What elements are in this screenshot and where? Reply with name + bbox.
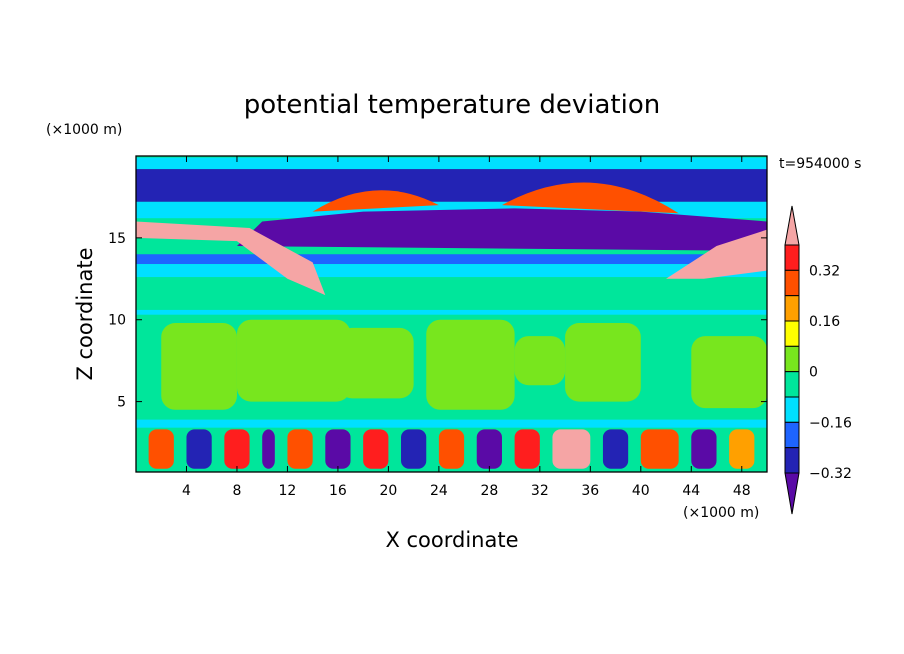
field-eddy-5 [325, 429, 351, 469]
colorbar-tick-label: 0.32 [809, 263, 840, 279]
field-eddy-3 [262, 429, 275, 469]
field-warm-arc-a [312, 190, 439, 212]
y-unit-label: (×1000 m) [46, 122, 122, 138]
colorbar-tick-label: 0 [809, 365, 818, 381]
field-band-8 [136, 419, 767, 428]
field-eddy-0 [148, 429, 174, 469]
field-patch-1 [236, 319, 351, 402]
x-tick-label: 28 [480, 483, 498, 499]
x-tick-label: 4 [182, 483, 191, 499]
x-tick-label: 16 [329, 483, 347, 499]
field-patch-4 [565, 323, 641, 402]
field-eddy-7 [401, 429, 427, 469]
field-patch-5 [691, 336, 767, 409]
colorbar-max-arrow [784, 205, 800, 246]
field-eddy-9 [476, 429, 502, 469]
field-patch-3 [426, 319, 515, 410]
field-band-6 [136, 309, 767, 315]
x-unit-label: (×1000 m) [683, 505, 759, 521]
x-tick-label: 40 [632, 483, 650, 499]
colorbar: 0.32 0.16 0 −0.16 −0.32 [784, 205, 852, 515]
colorbar-swatch [784, 269, 800, 297]
y-tick-label: 5 [117, 395, 126, 411]
x-tick-label: 36 [581, 483, 599, 499]
colorbar-swatch [784, 295, 800, 322]
field-warm-tongue-west [136, 221, 326, 296]
colorbar-min-arrow [784, 472, 800, 515]
colorbar-swatch [784, 320, 800, 347]
time-label: t=954000 s [779, 156, 861, 172]
y-axis: 5 10 15 [108, 231, 767, 411]
field-band-3 [136, 254, 767, 265]
field-band-1 [136, 169, 767, 202]
colorbar-swatch [784, 396, 800, 423]
field-eddy-8 [438, 429, 465, 469]
x-axis: 4 8 12 16 20 24 28 32 36 40 44 48 [182, 156, 751, 499]
x-tick-label: 20 [379, 483, 397, 499]
colorbar-tick-label: 0.16 [809, 314, 840, 330]
field-eddy-13 [640, 429, 679, 469]
field-eddy-4 [287, 429, 313, 469]
x-tick-label: 48 [733, 483, 751, 499]
potential-temperature-field [136, 156, 767, 472]
x-tick-label: 44 [682, 483, 700, 499]
x-tick-label: 12 [279, 483, 297, 499]
field-warm-tongue-east [666, 229, 767, 279]
field-band-0 [136, 157, 767, 170]
field-eddy-14 [691, 429, 717, 469]
field-eddy-10 [514, 429, 540, 469]
colorbar-swatch [784, 421, 800, 449]
chart-title: potential temperature deviation [244, 90, 660, 120]
y-axis-title: Z coordinate [73, 247, 97, 380]
field-band-5 [136, 277, 767, 310]
colorbar-swatch [784, 244, 800, 271]
field-warm-arc-b [501, 182, 679, 214]
field-patch-6 [514, 336, 566, 386]
y-tick-label: 10 [108, 313, 126, 329]
field-cold-tongue [236, 208, 767, 251]
x-axis-title: X coordinate [385, 528, 518, 552]
field-eddy-12 [602, 429, 629, 469]
field-eddy-1 [186, 429, 212, 469]
y-tick-label: 15 [108, 231, 126, 247]
field-eddy-11 [552, 429, 591, 469]
colorbar-swatch [784, 345, 800, 373]
plot-frame [135, 155, 768, 473]
x-tick-label: 24 [430, 483, 448, 499]
x-tick-label: 8 [232, 483, 241, 499]
field-patch-2 [337, 327, 414, 399]
x-tick-label: 32 [531, 483, 549, 499]
colorbar-swatch [784, 371, 800, 398]
field-patch-0 [161, 323, 237, 410]
field-eddy-15 [729, 429, 755, 469]
colorbar-swatch [784, 447, 800, 474]
colorbar-tick-label: −0.16 [809, 415, 852, 431]
field-eddy-2 [224, 429, 250, 469]
field-eddy-6 [363, 429, 389, 469]
colorbar-tick-label: −0.32 [809, 466, 852, 482]
